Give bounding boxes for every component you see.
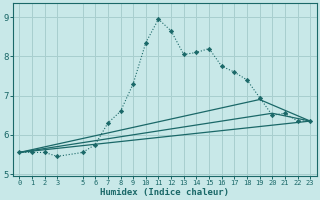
X-axis label: Humidex (Indice chaleur): Humidex (Indice chaleur) bbox=[100, 188, 229, 197]
